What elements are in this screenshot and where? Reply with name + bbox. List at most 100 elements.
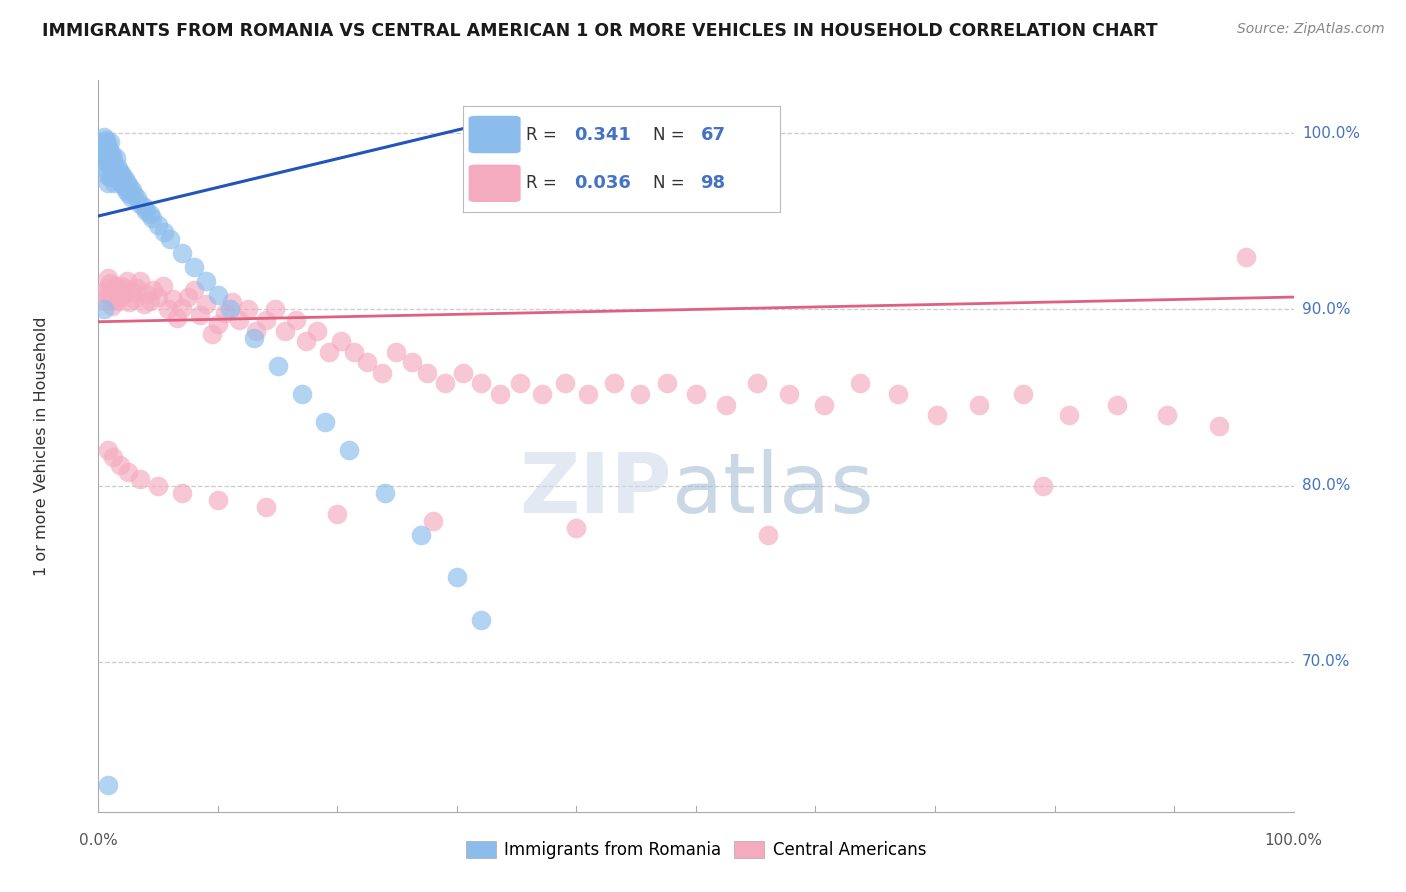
Point (201, 327, 224, 342)
Point (401, 355, 423, 369)
Point (97, 176, 120, 190)
Point (339, 443, 361, 458)
Point (108, 290, 131, 304)
Point (98, 288, 121, 302)
Point (745, 376, 768, 391)
Point (98, 276, 122, 290)
Point (98, 144, 121, 158)
Point (166, 311, 188, 326)
Point (1012, 387, 1035, 401)
Text: ZIP: ZIP (520, 450, 672, 531)
Point (115, 183, 138, 197)
Point (97, 443, 120, 458)
Point (156, 302, 179, 317)
Point (370, 366, 392, 380)
Point (152, 279, 174, 293)
Point (101, 285, 124, 299)
Point (103, 176, 125, 190)
Point (434, 376, 457, 391)
Point (132, 200, 155, 214)
Point (141, 211, 163, 225)
Point (105, 286, 128, 301)
Point (657, 376, 679, 391)
Point (343, 344, 366, 359)
Point (264, 302, 287, 317)
Point (101, 153, 124, 167)
Point (97, 154, 120, 169)
Text: 80.0%: 80.0% (1302, 478, 1350, 493)
Point (132, 297, 155, 311)
Text: atlas: atlas (672, 450, 873, 531)
Point (207, 288, 229, 302)
Point (509, 376, 531, 391)
Point (148, 290, 170, 304)
Point (97, 270, 120, 285)
Point (195, 297, 218, 311)
Point (219, 302, 242, 317)
Point (254, 313, 277, 327)
Point (221, 295, 243, 310)
Point (93, 161, 115, 176)
Point (139, 293, 162, 308)
Point (554, 376, 576, 391)
Point (530, 387, 553, 401)
Point (416, 366, 439, 380)
Point (578, 387, 600, 401)
Point (848, 376, 870, 391)
Point (118, 295, 141, 310)
Point (104, 279, 127, 293)
Point (96, 151, 118, 165)
Point (1057, 408, 1080, 422)
Point (107, 161, 129, 176)
Point (813, 398, 835, 412)
Point (172, 246, 194, 260)
Point (93, 140, 115, 154)
Point (129, 472, 152, 486)
Text: 1 or more Vehicles in Household: 1 or more Vehicles in Household (34, 317, 49, 575)
Point (117, 186, 139, 200)
Point (243, 330, 266, 344)
Point (91, 153, 114, 167)
Point (111, 169, 134, 183)
Point (94, 133, 117, 147)
Point (148, 478, 170, 492)
Point (117, 465, 139, 479)
Point (115, 176, 138, 190)
Text: 90.0%: 90.0% (1302, 301, 1350, 317)
Point (93, 129, 115, 144)
Point (374, 485, 396, 500)
Point (315, 415, 337, 429)
Point (104, 165, 127, 179)
Point (159, 232, 181, 246)
Point (121, 285, 143, 299)
Point (121, 183, 143, 197)
Point (105, 151, 128, 165)
Point (307, 324, 329, 338)
Point (470, 613, 492, 627)
Point (108, 458, 131, 472)
Point (274, 324, 297, 338)
Point (714, 398, 737, 412)
Point (148, 218, 170, 232)
Point (107, 293, 129, 308)
Point (470, 376, 492, 391)
Text: 100.0%: 100.0% (1302, 126, 1360, 141)
Point (101, 450, 124, 465)
Point (1156, 408, 1178, 422)
Text: 100.0%: 100.0% (1264, 833, 1323, 848)
Point (295, 334, 318, 348)
Point (411, 528, 433, 542)
Point (927, 408, 949, 422)
Point (98, 135, 122, 149)
Point (115, 274, 138, 288)
Legend: Immigrants from Romania, Central Americans: Immigrants from Romania, Central America… (458, 834, 934, 865)
Point (111, 288, 134, 302)
Point (326, 507, 349, 521)
Point (112, 179, 135, 194)
Point (98, 149, 122, 163)
Point (125, 281, 148, 295)
Point (98, 158, 121, 172)
Point (91, 144, 114, 158)
Point (1105, 398, 1128, 412)
Point (245, 324, 267, 338)
